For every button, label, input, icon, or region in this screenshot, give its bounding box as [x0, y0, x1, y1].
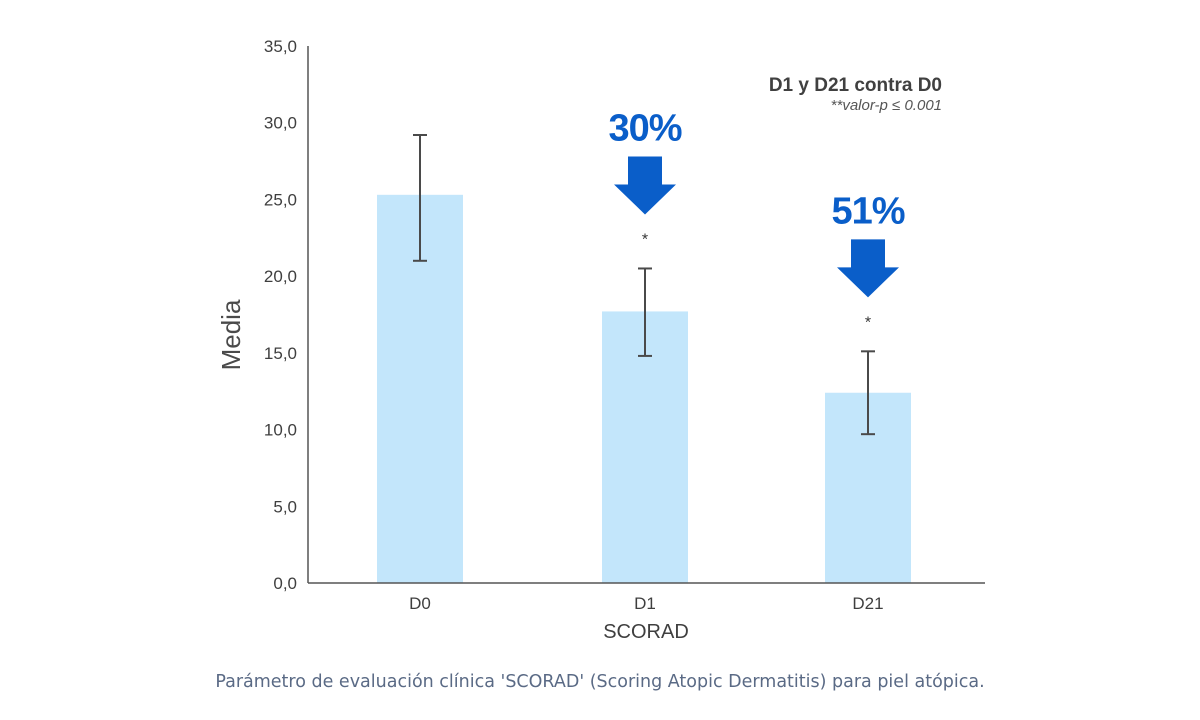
reduction-percentage: 30% [608, 107, 681, 149]
reduction-percentage: 51% [831, 190, 904, 232]
y-tick-label: 30,0 [264, 114, 297, 133]
legend: D1 y D21 contra D0 **valor-p ≤ 0.001 [769, 75, 942, 114]
x-tick-label: D0 [409, 594, 431, 613]
axes [307, 46, 985, 584]
y-tick-label: 0,0 [273, 574, 297, 593]
y-axis-ticks: 0,0 5,0 10,0 15,0 20,0 25,0 30,0 35,0 [264, 37, 297, 593]
x-tick-label: D21 [852, 594, 883, 613]
x-tick-label: D1 [634, 594, 656, 613]
y-axis-title: Media [216, 299, 246, 370]
y-tick-label: 20,0 [264, 267, 297, 286]
error-bar-d21 [861, 350, 875, 436]
category-labels: D0 D1 D21 [409, 594, 883, 613]
reduction-annotations: 30% 51% [608, 107, 906, 298]
error-bar-d1 [638, 267, 652, 357]
arrow-down-icon [837, 239, 899, 298]
legend-note: **valor-p ≤ 0.001 [831, 97, 942, 114]
y-tick-label: 35,0 [264, 37, 297, 56]
x-axis-title: SCORAD [603, 621, 689, 643]
significance-marks: ** [642, 231, 871, 331]
error-bar-d0 [413, 133, 427, 262]
reduction-annotation-d1: 30% [608, 107, 683, 215]
reduction-annotation-d21: 51% [831, 190, 906, 298]
bars [377, 194, 911, 583]
significance-mark: * [642, 231, 648, 248]
chart-caption: Parámetro de evaluación clínica 'SCORAD'… [215, 672, 984, 692]
legend-title: D1 y D21 contra D0 [769, 75, 942, 96]
y-tick-label: 10,0 [264, 421, 297, 440]
y-tick-label: 15,0 [264, 344, 297, 363]
y-tick-label: 5,0 [273, 497, 297, 516]
arrow-down-icon [614, 156, 676, 215]
error-bars [413, 133, 875, 436]
significance-mark: * [865, 314, 871, 331]
y-tick-label: 25,0 [264, 190, 297, 209]
